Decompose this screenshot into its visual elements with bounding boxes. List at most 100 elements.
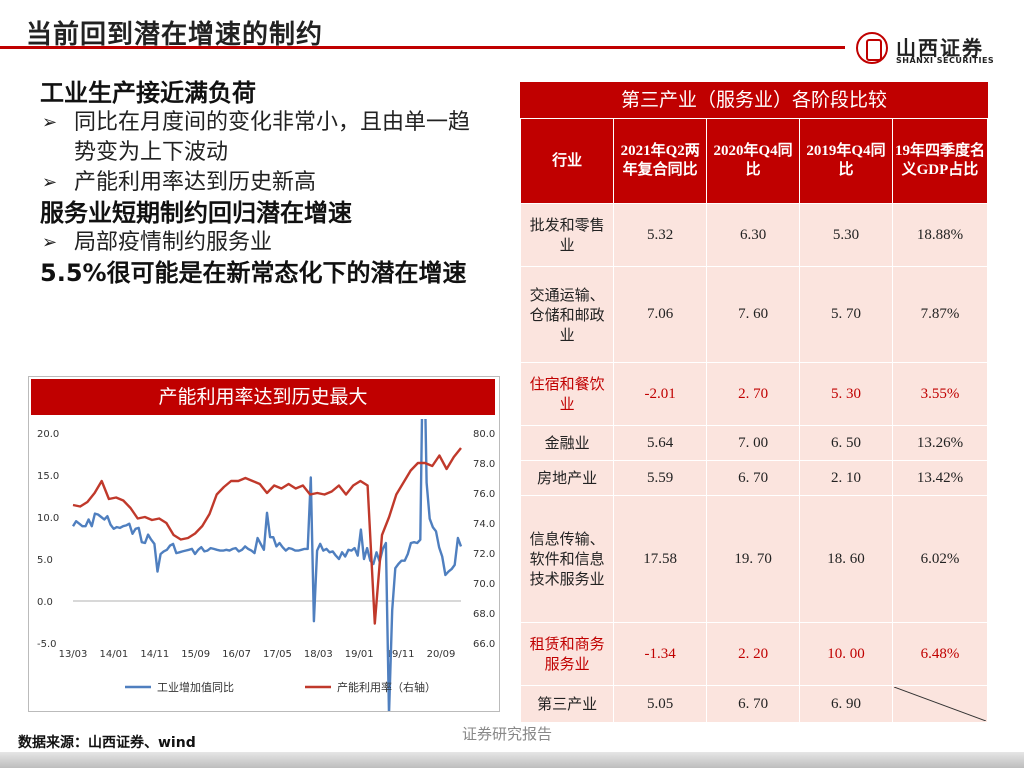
table-title: 第三产业（服务业）各阶段比较 [520, 82, 988, 118]
line-chart: 20.0 15.0 10.0 5.0 0.0 -5.0 80.0 78.0 76.0 74.0 72… [37, 419, 495, 711]
value-cell: 2. 10 [799, 460, 893, 496]
y-right-tick-label: 66.0 [473, 639, 495, 650]
y-left-tick-label: 5.0 [37, 555, 53, 566]
value-cell: 18.88% [891, 203, 989, 267]
industry-name-cell: 信息传输、软件和信息技术服务业 [519, 495, 615, 623]
value-cell: 10. 00 [799, 622, 893, 686]
value-cell: 17.58 [613, 495, 708, 623]
value-cell: 6. 70 [706, 460, 801, 496]
value-cell: -2.01 [613, 362, 708, 426]
y-right-tick-label: 76.0 [473, 489, 495, 500]
value-cell: 3.55% [891, 362, 989, 426]
value-cell: 5. 30 [799, 362, 893, 426]
x-tick-label: 14/01 [99, 649, 128, 660]
table-row: 金融业 5.64 7. 00 6. 50 13.26% [519, 425, 989, 461]
comparison-table: 行业 2021年Q2两年复合同比 2020年Q4同比 2019年Q4同比 19年… [519, 118, 989, 723]
value-cell: 6. 50 [799, 425, 893, 461]
x-tick-label: 16/07 [222, 649, 251, 660]
chart-panel: 产能利用率达到历史最大 20.0 15.0 10.0 5.0 0.0 -5.0 80.0 78… [28, 376, 500, 712]
legend-label-0: 工业增加值同比 [157, 680, 234, 694]
logo-mark-icon [856, 32, 888, 64]
industry-name-cell: 住宿和餐饮业 [519, 362, 615, 426]
value-cell: 6.30 [706, 203, 801, 267]
value-cell: 2. 20 [706, 622, 801, 686]
logo-cn-text: 山西证券 [896, 36, 984, 60]
table-row: 住宿和餐饮业 -2.01 2. 70 5. 30 3.55% [519, 362, 989, 426]
value-cell: 7. 00 [706, 425, 801, 461]
bullet-sub: ➢ 产能利用率达到历史新高 [40, 168, 480, 198]
bullet-main: 服务业短期制约回归潜在增速 [40, 199, 352, 227]
y-left-tick-label: 0.0 [37, 597, 53, 608]
x-tick-label: 17/05 [263, 649, 292, 660]
title-divider [0, 46, 845, 49]
series-line-1 [72, 447, 462, 625]
bullet-sub: ➢ 同比在月度间的变化非常小，且由单一趋势变为上下波动 [40, 108, 480, 168]
value-cell: 6.48% [891, 622, 989, 686]
x-tick-label: 18/03 [304, 649, 333, 660]
value-cell: 5.59 [613, 460, 708, 496]
value-cell: 18. 60 [799, 495, 893, 623]
value-cell: 5.64 [613, 425, 708, 461]
column-header: 2019年Q4同比 [799, 118, 893, 204]
x-tick-label: 13/03 [59, 649, 88, 660]
column-header: 行业 [519, 118, 615, 204]
value-cell: 2. 70 [706, 362, 801, 426]
x-tick-label: 14/11 [140, 649, 169, 660]
table-header-row: 行业 2021年Q2两年复合同比 2020年Q4同比 2019年Q4同比 19年… [519, 118, 989, 204]
column-header: 2021年Q2两年复合同比 [613, 118, 708, 204]
y-left-tick-label: -5.0 [37, 639, 57, 650]
y-left-tick-label: 10.0 [37, 513, 59, 524]
value-cell: 6.02% [891, 495, 989, 623]
value-cell: 5.05 [613, 685, 708, 723]
value-cell: 7.87% [891, 266, 989, 363]
column-header: 2020年Q4同比 [706, 118, 801, 204]
y-left-tick-label: 20.0 [37, 429, 59, 440]
value-cell: 13.26% [891, 425, 989, 461]
table-row: 交通运输、仓储和邮政业 7.06 7. 60 5. 70 7.87% [519, 266, 989, 363]
value-cell: 7. 60 [706, 266, 801, 363]
bullet-main: 5.5%很可能是在新常态化下的潜在增速 [40, 259, 467, 287]
table-row: 第三产业 5.05 6. 70 6. 90 [519, 685, 989, 723]
column-header: 19年四季度名义GDP占比 [891, 118, 989, 204]
bullet-sub-text: 同比在月度间的变化非常小，且由单一趋势变为上下波动 [74, 110, 471, 165]
value-cell: 19. 70 [706, 495, 801, 623]
industry-name-cell: 租赁和商务服务业 [519, 622, 615, 686]
bullet-main: 工业生产接近满负荷 [40, 79, 256, 107]
series-line-0 [71, 419, 463, 711]
data-source: 数据来源：山西证券、wind [18, 735, 196, 751]
industry-name-cell: 交通运输、仓储和邮政业 [519, 266, 615, 363]
value-cell: 13.42% [891, 460, 989, 496]
slide-title: 当前回到潜在增速的制约 [26, 20, 324, 50]
x-tick-label: 19/11 [386, 649, 415, 660]
value-cell: 6. 90 [799, 685, 893, 723]
table-row: 批发和零售业 5.32 6.30 5.30 18.88% [519, 203, 989, 267]
legend-label-1: 产能利用率（右轴） [337, 680, 436, 694]
bullet-sub-text: 局部疫情制约服务业 [74, 230, 273, 255]
value-cell: 5.32 [613, 203, 708, 267]
x-tick-label: 20/09 [427, 649, 456, 660]
value-cell: 5. 70 [799, 266, 893, 363]
table-row: 信息传输、软件和信息技术服务业 17.58 19. 70 18. 60 6.02% [519, 495, 989, 623]
arrow-bullet-icon: ➢ [42, 112, 58, 133]
table-row: 房地产业 5.59 6. 70 2. 10 13.42% [519, 460, 989, 496]
report-label: 证券研究报告 [462, 725, 553, 743]
y-right-tick-label: 78.0 [473, 459, 495, 470]
industry-name-cell: 房地产业 [519, 460, 615, 496]
industry-name-cell: 批发和零售业 [519, 203, 615, 267]
bullet-sub: ➢ 局部疫情制约服务业 [40, 228, 480, 258]
bullet-list: 工业生产接近满负荷 ➢ 同比在月度间的变化非常小，且由单一趋势变为上下波动 ➢ 产能… [40, 78, 480, 288]
x-tick-label: 15/09 [181, 649, 210, 660]
y-right-tick-label: 70.0 [473, 579, 495, 590]
y-right-tick-label: 68.0 [473, 609, 495, 620]
table-row: 租赁和商务服务业 -1.34 2. 20 10. 00 6.48% [519, 622, 989, 686]
value-cell: 6. 70 [706, 685, 801, 723]
y-right-tick-label: 80.0 [473, 429, 495, 440]
value-cell: 5.30 [799, 203, 893, 267]
y-right-tick-label: 74.0 [473, 519, 495, 530]
value-cell: -1.34 [613, 622, 708, 686]
industry-name-cell: 第三产业 [519, 685, 615, 723]
logo-en-text: SHANXI SECURITIES [896, 56, 995, 65]
arrow-bullet-icon: ➢ [42, 232, 58, 253]
value-cell: 7.06 [613, 266, 708, 363]
footer-bar [0, 752, 1024, 768]
